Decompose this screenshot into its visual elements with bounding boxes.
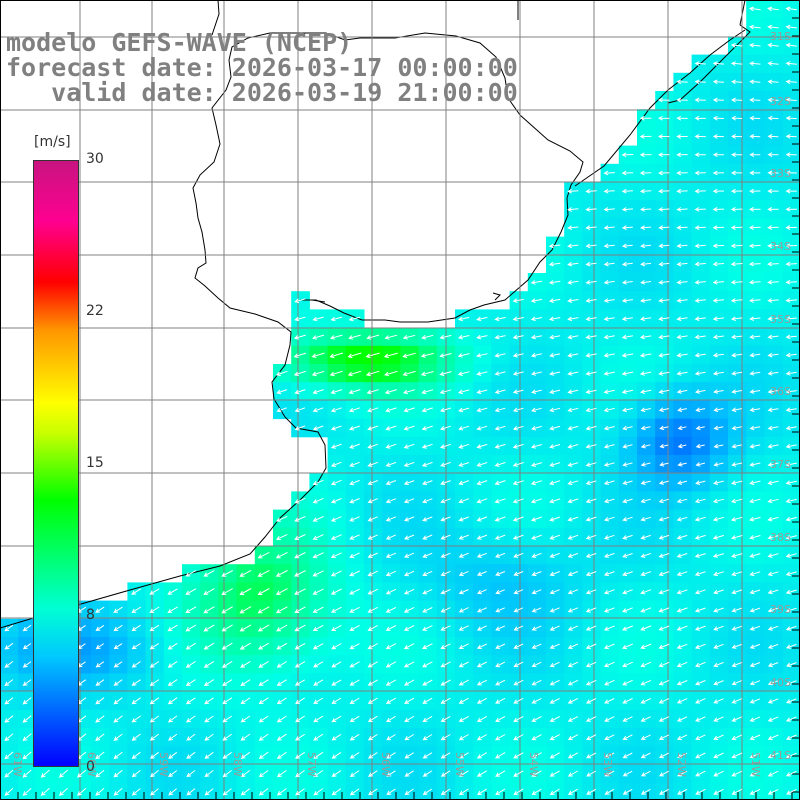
lon-label: 52W	[675, 752, 688, 777]
colorbar	[33, 160, 79, 767]
lon-label: 57W	[305, 752, 318, 777]
lon-label: 59W	[157, 752, 170, 777]
colorbar-units: [m/s]	[34, 134, 71, 150]
valid-date: valid date: 2026-03-19 21:00:00	[6, 78, 518, 107]
longitude-labels: 61W 60W 59W 58W 57W 56W 55W 54W 53W 52W 51W	[11, 752, 762, 777]
colorbar-tick-22: 22	[86, 303, 104, 319]
lon-label: 51W	[749, 752, 762, 777]
lat-label: 36S	[770, 385, 791, 398]
colorbar-tick-30: 30	[86, 151, 104, 167]
lon-label: 54W	[527, 752, 540, 777]
lat-label: 41S	[770, 749, 791, 762]
lat-label: 31S	[770, 30, 791, 43]
lon-label: 56W	[379, 752, 392, 777]
lat-label: 33S	[770, 167, 791, 180]
lon-label: 58W	[231, 752, 244, 777]
latitude-labels: 31S 32S 33S 34S 35S 36S 37S 38S 39S 40S 41S	[770, 30, 791, 762]
lat-label: 32S	[770, 95, 791, 108]
lat-label: 38S	[770, 531, 791, 544]
lon-label: 61W	[11, 752, 24, 777]
lon-label: 53W	[601, 752, 614, 777]
colorbar-tick-0: 0	[86, 759, 95, 775]
title-block: modelo GEFS-WAVE (NCEP) forecast date: 2…	[6, 30, 518, 105]
lat-label: 34S	[770, 240, 791, 253]
model-title: modelo GEFS-WAVE (NCEP)	[6, 28, 353, 57]
lat-label: 35S	[770, 313, 791, 326]
lat-label: 40S	[770, 676, 791, 689]
lat-label: 37S	[770, 458, 791, 471]
colorbar-tick-8: 8	[86, 607, 95, 623]
lon-label: 55W	[453, 752, 466, 777]
wind-arrows	[4, 6, 797, 796]
colorbar-tick-15: 15	[86, 455, 104, 471]
lat-label: 39S	[770, 603, 791, 616]
forecast-date: forecast date: 2026-03-17 00:00:00	[6, 53, 518, 82]
lon-label: 60W	[85, 752, 98, 777]
